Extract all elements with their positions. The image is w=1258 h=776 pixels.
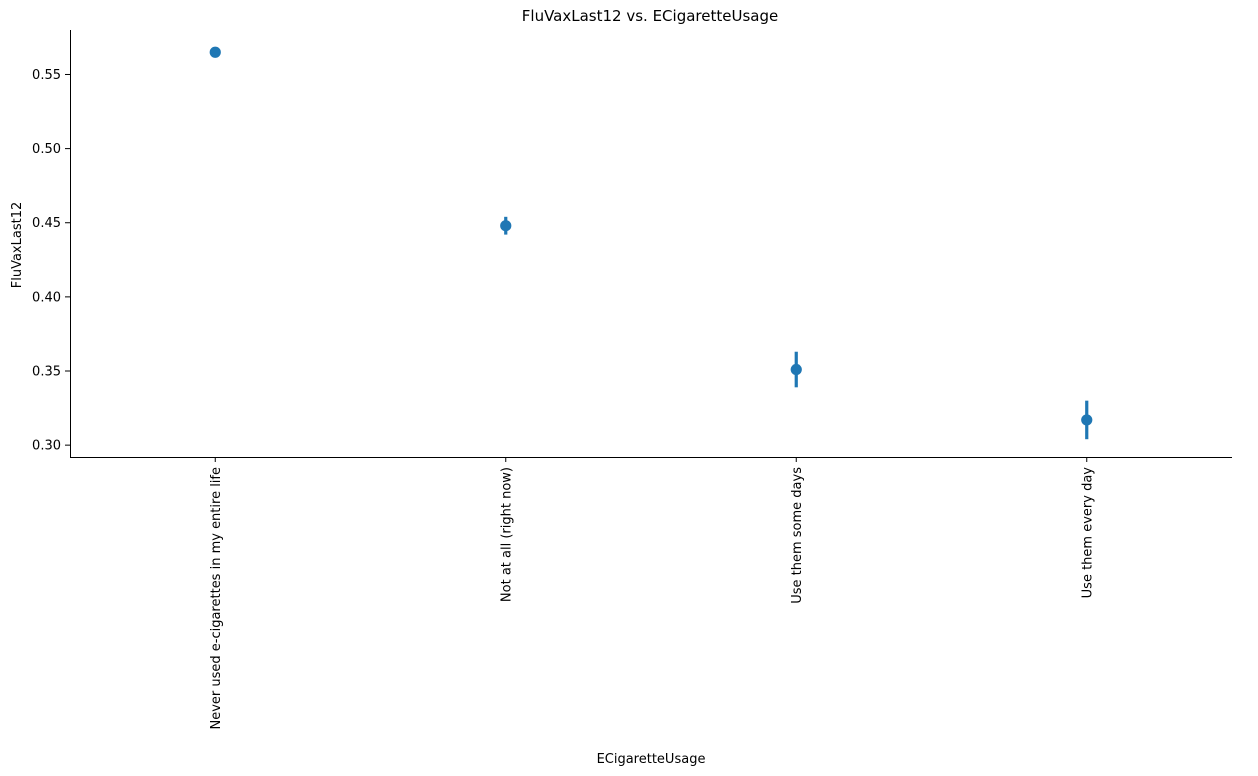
x-axis-title: ECigaretteUsage (597, 752, 706, 767)
y-tick-label: 0.45 (32, 216, 61, 231)
y-ticks: 0.30 0.35 0.40 0.45 0.50 0.55 (32, 68, 70, 454)
y-tick-label: 0.30 (32, 439, 61, 454)
x-tick-label: Use them every day (1080, 467, 1095, 599)
y-axis-title: FluVaxLast12 (10, 202, 25, 289)
plot-area (209, 46, 1093, 440)
data-point (209, 46, 221, 58)
data-point (500, 220, 512, 232)
y-tick-label: 0.40 (32, 290, 61, 305)
x-ticks: Never used e-cigarettes in my entire lif… (209, 457, 1095, 730)
y-tick-label: 0.55 (32, 68, 61, 83)
data-point (790, 363, 802, 376)
y-tick-label: 0.35 (32, 365, 61, 380)
x-tick-label: Use them some days (790, 467, 805, 604)
chart-title: FluVaxLast12 vs. ECigaretteUsage (522, 7, 778, 25)
data-point (1081, 414, 1093, 426)
x-tick-label: Not at all (right now) (499, 467, 514, 602)
y-tick-label: 0.50 (32, 142, 61, 157)
x-tick-label: Never used e-cigarettes in my entire lif… (209, 467, 224, 730)
